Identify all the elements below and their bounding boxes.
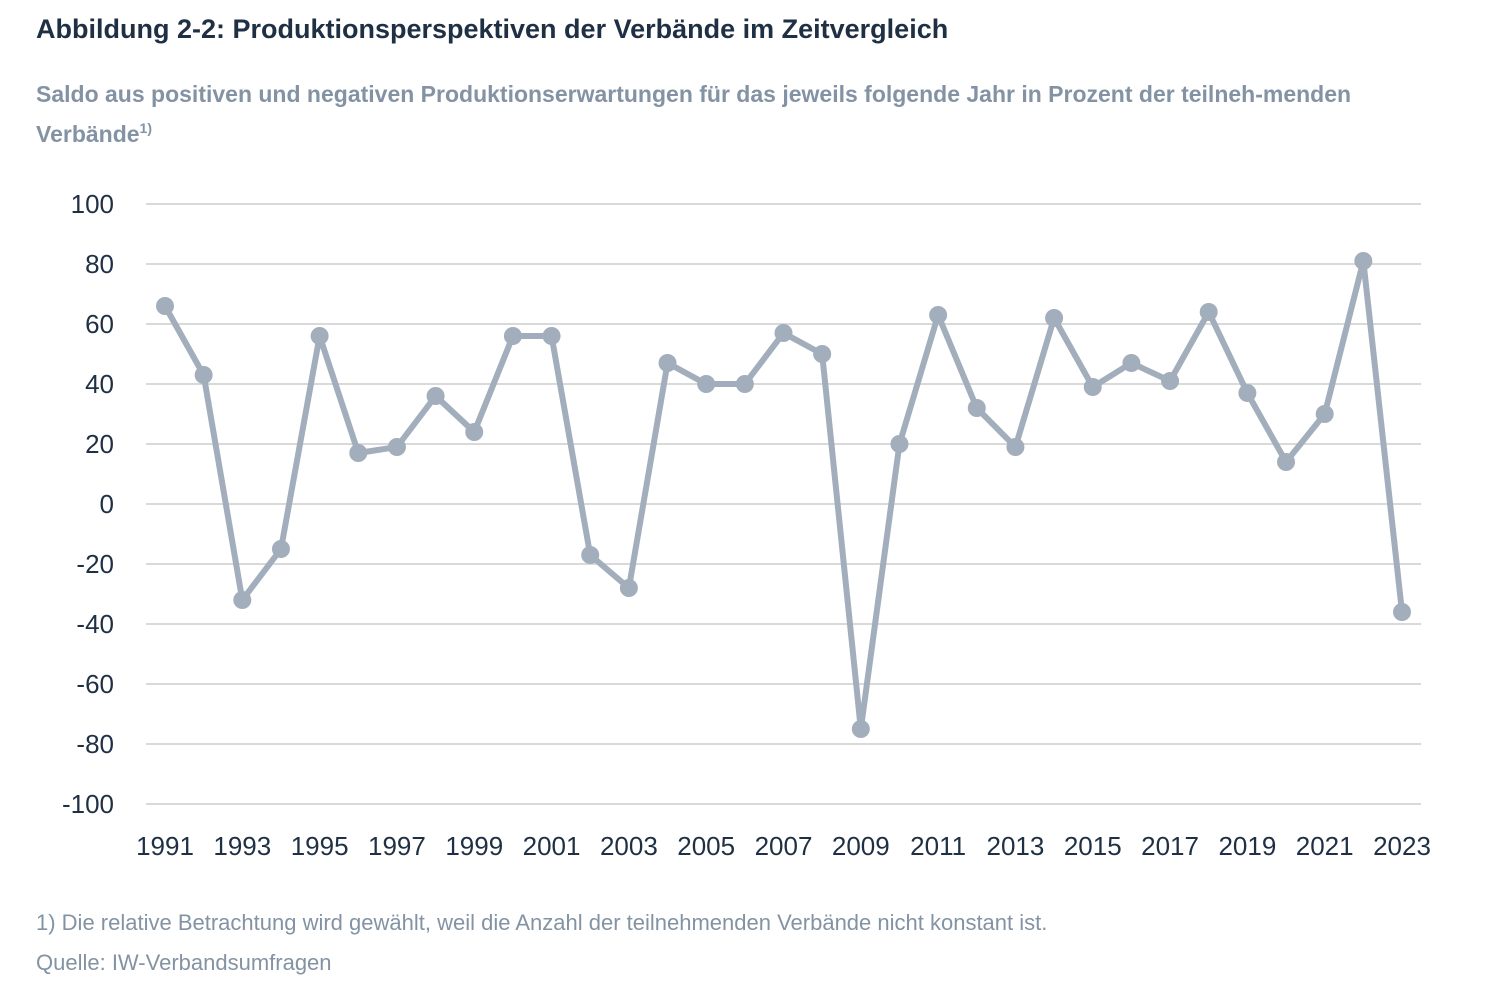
data-point-2008 xyxy=(813,345,832,363)
data-point-2007 xyxy=(774,324,793,342)
data-point-2016 xyxy=(1122,354,1141,372)
x-tick-label: 2003 xyxy=(600,831,658,861)
data-point-2019 xyxy=(1238,384,1257,402)
x-tick-label: 2007 xyxy=(755,831,813,861)
data-point-2021 xyxy=(1315,405,1334,423)
y-tick-label: -80 xyxy=(76,729,114,759)
y-tick-label: 100 xyxy=(71,189,114,219)
data-point-2004 xyxy=(658,354,677,372)
data-point-2001 xyxy=(542,327,561,345)
data-series xyxy=(156,252,1411,738)
data-point-2006 xyxy=(735,375,754,393)
y-tick-label: -100 xyxy=(62,789,114,819)
gridlines xyxy=(146,203,1421,805)
x-tick-label: 1993 xyxy=(213,831,271,861)
source-note: Quelle: IW-Verbandsumfragen xyxy=(36,950,332,975)
data-point-2013 xyxy=(1006,438,1025,456)
data-point-1996 xyxy=(349,444,368,462)
data-point-1992 xyxy=(194,366,213,384)
y-tick-label: 20 xyxy=(85,429,114,459)
data-point-2011 xyxy=(929,306,948,324)
y-tick-label: 80 xyxy=(85,249,114,279)
y-tick-label: 0 xyxy=(100,489,114,519)
subtitle-text: Saldo aus positiven und negativen Produk… xyxy=(36,81,1352,147)
x-tick-label: 2021 xyxy=(1296,831,1354,861)
data-point-1999 xyxy=(465,423,484,441)
data-point-2018 xyxy=(1199,303,1218,321)
figure-subtitle: Saldo aus positiven und negativen Produk… xyxy=(36,74,1456,154)
data-point-2012 xyxy=(967,399,986,417)
data-point-1998 xyxy=(426,387,445,405)
data-point-1991 xyxy=(156,297,174,315)
x-tick-label: 2011 xyxy=(910,831,966,861)
data-point-2014 xyxy=(1045,309,1064,327)
x-tick-label: 1995 xyxy=(291,831,349,861)
y-axis-tick-labels: 100 80 60 40 20 0 -20 -40 -60 -80 -100 xyxy=(62,189,114,819)
y-tick-label: 60 xyxy=(85,309,114,339)
y-tick-label: -60 xyxy=(76,669,114,699)
data-point-2015 xyxy=(1083,378,1102,396)
subtitle-footnote-marker: 1) xyxy=(139,120,152,136)
data-point-2009 xyxy=(851,720,870,738)
footnote: 1) Die relative Betrachtung wird gewählt… xyxy=(36,910,1048,935)
data-point-2020 xyxy=(1277,453,1296,471)
x-tick-label: 2015 xyxy=(1064,831,1122,861)
data-point-2002 xyxy=(581,546,600,564)
x-tick-label: 2005 xyxy=(677,831,735,861)
x-tick-label: 1997 xyxy=(368,831,426,861)
data-point-2010 xyxy=(890,435,909,453)
figure-title: Abbildung 2-2: Produktionsperspektiven d… xyxy=(36,14,949,44)
data-point-2005 xyxy=(697,375,716,393)
x-tick-label: 1999 xyxy=(445,831,503,861)
data-point-1993 xyxy=(233,591,252,609)
data-point-1994 xyxy=(271,540,290,558)
data-point-1997 xyxy=(387,438,406,456)
x-tick-label: 2001 xyxy=(523,831,581,861)
x-tick-label: 2019 xyxy=(1218,831,1276,861)
x-axis-tick-labels: 1991 1993 1995 1997 1999 2001 2003 2005 2007 2009… xyxy=(136,831,1431,861)
y-tick-label: -40 xyxy=(76,609,114,639)
data-point-1995 xyxy=(310,327,329,345)
data-point-2000 xyxy=(503,327,522,345)
y-tick-label: -20 xyxy=(76,549,114,579)
x-tick-label: 1991 xyxy=(136,831,194,861)
x-tick-label: 2013 xyxy=(987,831,1045,861)
data-point-2003 xyxy=(619,579,638,597)
data-point-2017 xyxy=(1161,372,1180,390)
y-tick-label: 40 xyxy=(85,369,114,399)
data-point-2023 xyxy=(1393,603,1411,621)
x-tick-label: 2009 xyxy=(832,831,890,861)
data-point-2022 xyxy=(1354,252,1373,270)
x-tick-label: 2017 xyxy=(1141,831,1199,861)
x-tick-label: 2023 xyxy=(1373,831,1431,861)
